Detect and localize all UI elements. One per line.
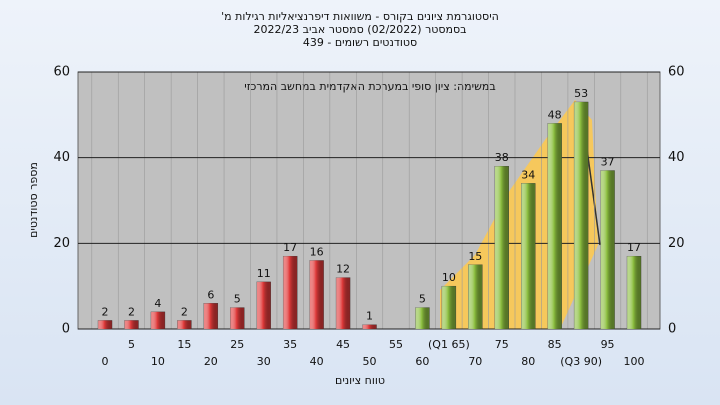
value-label: 2 (181, 305, 188, 318)
y-tick-label-right: 20 (668, 236, 685, 251)
value-label: 6 (207, 288, 214, 301)
x-tick-label: 5 (128, 338, 135, 351)
value-label: 2 (102, 305, 109, 318)
x-tick-label: 100 (624, 355, 645, 368)
y-axis-label: מספר סטודנטים (27, 162, 40, 238)
y-tick-label: 60 (53, 65, 70, 80)
bar-shade (124, 320, 139, 329)
value-label: 4 (154, 297, 161, 310)
chart-subtitle: סטודנטים רשומים - 439 (303, 36, 417, 49)
x-tick-label: 30 (257, 355, 271, 368)
x-tick-label: 60 (415, 355, 429, 368)
x-tick-label: 25 (230, 338, 244, 351)
x-tick-label: 40 (310, 355, 324, 368)
value-label: 37 (601, 156, 615, 169)
x-tick-label: (Q1 65) (428, 338, 470, 351)
x-tick-label: 70 (468, 355, 482, 368)
value-label: 12 (336, 263, 350, 276)
y-tick-label: 0 (62, 322, 70, 337)
bar-shade (256, 281, 271, 329)
x-axis-label: טווח ציונים (335, 374, 385, 387)
bar-shade (627, 256, 642, 329)
bar-shade (468, 264, 483, 329)
bar-shade (362, 324, 377, 329)
bar-shade (150, 311, 165, 329)
x-tick-label: 50 (363, 355, 377, 368)
x-tick-label: 0 (102, 355, 109, 368)
value-label: 38 (495, 151, 509, 164)
bar-shade (309, 260, 324, 329)
bar-shade (415, 307, 430, 329)
value-label: 10 (442, 271, 456, 284)
value-label: 1 (366, 310, 373, 323)
y-tick-label: 20 (53, 236, 70, 251)
bar-shade (177, 320, 192, 329)
x-tick-label: 20 (204, 355, 218, 368)
bar-shade (230, 307, 245, 329)
value-label: 11 (257, 267, 271, 280)
x-tick-label: 95 (601, 338, 615, 351)
bar-shade (283, 256, 298, 329)
value-label: 16 (310, 245, 324, 258)
bar-shade (98, 320, 113, 329)
x-tick-label: 75 (495, 338, 509, 351)
x-tick-label: 80 (521, 355, 535, 368)
x-tick-label: 15 (177, 338, 191, 351)
value-label: 48 (548, 108, 562, 121)
value-label: 15 (468, 250, 482, 263)
x-tick-label: 55 (389, 338, 403, 351)
value-label: 5 (234, 293, 241, 306)
x-tick-label: 85 (548, 338, 562, 351)
value-label: 53 (574, 87, 588, 100)
bar-shade (494, 166, 509, 329)
chart-title: היסטוגרמת ציונים בקורס - משוואות דיפרנצי… (221, 10, 499, 23)
bar-shade (574, 101, 589, 329)
x-tick-label: 45 (336, 338, 350, 351)
y-tick-label-right: 40 (668, 150, 685, 165)
value-label: 17 (627, 241, 641, 254)
value-label: 2 (128, 305, 135, 318)
bar-shade (547, 123, 562, 330)
bar-shade (600, 170, 615, 329)
x-tick-label: 10 (151, 355, 165, 368)
x-tick-label: 35 (283, 338, 297, 351)
bar-shade (203, 303, 218, 329)
value-label: 17 (283, 241, 297, 254)
value-label: 34 (521, 168, 535, 181)
y-tick-label-right: 0 (668, 322, 676, 337)
y-tick-label: 40 (53, 150, 70, 165)
bar-shade (336, 277, 351, 329)
bar-shade (521, 183, 536, 329)
y-tick-label-right: 60 (668, 65, 685, 80)
bar-shade (441, 286, 456, 329)
chart-subtitle: בסמסטר (02/2022) סמסטר אביב 2022/23 (253, 23, 466, 36)
value-label: 5 (419, 293, 426, 306)
x-tick-label: (Q3 90) (560, 355, 602, 368)
annotation: במשימה: ציון סופי במערכת האקדמית במחשב ה… (244, 80, 495, 93)
